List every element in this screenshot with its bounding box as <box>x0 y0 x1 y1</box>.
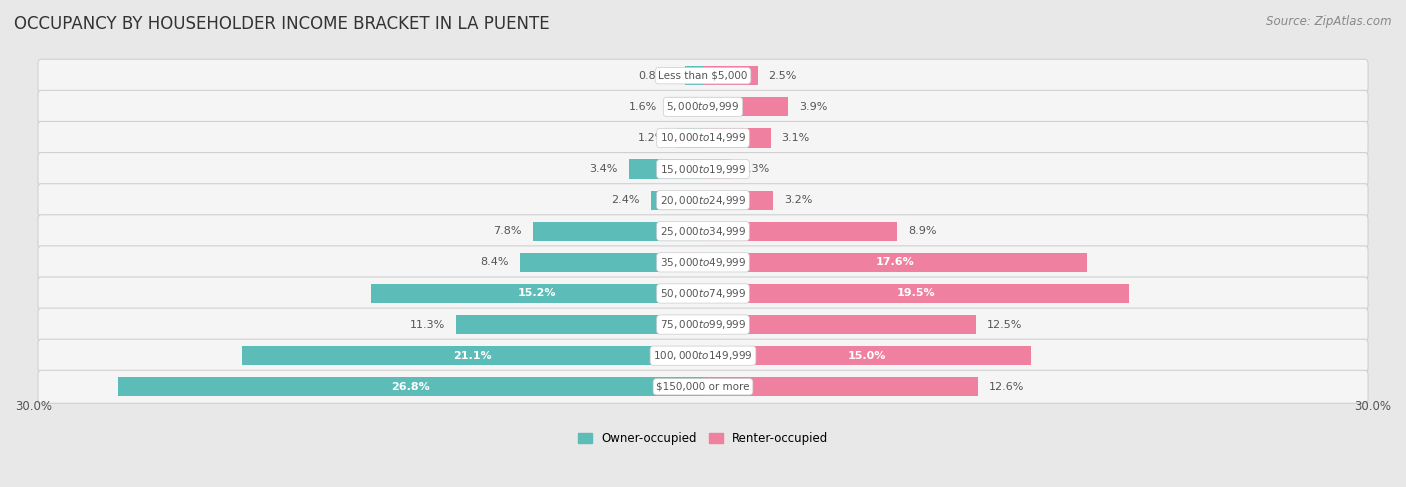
Text: 17.6%: 17.6% <box>876 257 914 267</box>
FancyBboxPatch shape <box>38 121 1368 154</box>
Text: $15,000 to $19,999: $15,000 to $19,999 <box>659 163 747 175</box>
Text: $10,000 to $14,999: $10,000 to $14,999 <box>659 131 747 145</box>
FancyBboxPatch shape <box>38 370 1368 403</box>
FancyBboxPatch shape <box>38 277 1368 310</box>
Text: 3.1%: 3.1% <box>782 133 810 143</box>
Bar <box>703 66 758 85</box>
Text: 12.5%: 12.5% <box>987 319 1022 330</box>
Text: $35,000 to $49,999: $35,000 to $49,999 <box>659 256 747 269</box>
Bar <box>703 128 770 148</box>
Bar <box>628 159 703 179</box>
Text: $50,000 to $74,999: $50,000 to $74,999 <box>659 287 747 300</box>
Text: 1.3%: 1.3% <box>742 164 770 174</box>
Text: $20,000 to $24,999: $20,000 to $24,999 <box>659 194 747 206</box>
Text: 3.9%: 3.9% <box>799 102 828 112</box>
Legend: Owner-occupied, Renter-occupied: Owner-occupied, Renter-occupied <box>578 432 828 445</box>
Text: 1.2%: 1.2% <box>637 133 666 143</box>
Text: 3.4%: 3.4% <box>589 164 617 174</box>
Bar <box>676 128 703 148</box>
Text: Less than $5,000: Less than $5,000 <box>658 71 748 81</box>
Bar <box>703 222 897 241</box>
Bar <box>456 315 703 334</box>
Bar <box>703 97 789 116</box>
Text: 19.5%: 19.5% <box>897 288 935 299</box>
Text: 11.3%: 11.3% <box>411 319 446 330</box>
Bar <box>668 97 703 116</box>
Bar <box>533 222 703 241</box>
Text: 8.9%: 8.9% <box>908 226 936 236</box>
Text: 15.2%: 15.2% <box>517 288 557 299</box>
Text: Source: ZipAtlas.com: Source: ZipAtlas.com <box>1267 15 1392 28</box>
Bar <box>118 377 703 396</box>
Bar <box>703 315 976 334</box>
Bar <box>703 159 731 179</box>
Bar <box>371 284 703 303</box>
Text: 12.6%: 12.6% <box>988 382 1025 392</box>
Text: $100,000 to $149,999: $100,000 to $149,999 <box>654 349 752 362</box>
FancyBboxPatch shape <box>38 152 1368 186</box>
Text: OCCUPANCY BY HOUSEHOLDER INCOME BRACKET IN LA PUENTE: OCCUPANCY BY HOUSEHOLDER INCOME BRACKET … <box>14 15 550 33</box>
FancyBboxPatch shape <box>38 59 1368 92</box>
Text: 30.0%: 30.0% <box>15 399 52 412</box>
Text: $5,000 to $9,999: $5,000 to $9,999 <box>666 100 740 113</box>
Bar <box>703 377 979 396</box>
Bar <box>703 284 1129 303</box>
Text: $150,000 or more: $150,000 or more <box>657 382 749 392</box>
Bar <box>685 66 703 85</box>
Bar <box>520 253 703 272</box>
Bar <box>703 253 1087 272</box>
Text: 30.0%: 30.0% <box>1354 399 1391 412</box>
FancyBboxPatch shape <box>38 215 1368 248</box>
Text: $75,000 to $99,999: $75,000 to $99,999 <box>659 318 747 331</box>
Text: 8.4%: 8.4% <box>479 257 509 267</box>
FancyBboxPatch shape <box>38 91 1368 123</box>
Text: 0.83%: 0.83% <box>638 71 673 81</box>
FancyBboxPatch shape <box>38 184 1368 217</box>
Text: 7.8%: 7.8% <box>494 226 522 236</box>
Bar <box>651 190 703 210</box>
FancyBboxPatch shape <box>38 246 1368 279</box>
Text: $25,000 to $34,999: $25,000 to $34,999 <box>659 225 747 238</box>
FancyBboxPatch shape <box>38 308 1368 341</box>
Text: 15.0%: 15.0% <box>848 351 886 361</box>
Bar <box>703 190 773 210</box>
Text: 26.8%: 26.8% <box>391 382 430 392</box>
Text: 3.2%: 3.2% <box>783 195 813 205</box>
Text: 2.4%: 2.4% <box>612 195 640 205</box>
Text: 2.5%: 2.5% <box>769 71 797 81</box>
Text: 21.1%: 21.1% <box>453 351 492 361</box>
Bar <box>703 346 1031 365</box>
Bar <box>242 346 703 365</box>
Text: 1.6%: 1.6% <box>628 102 657 112</box>
FancyBboxPatch shape <box>38 339 1368 372</box>
